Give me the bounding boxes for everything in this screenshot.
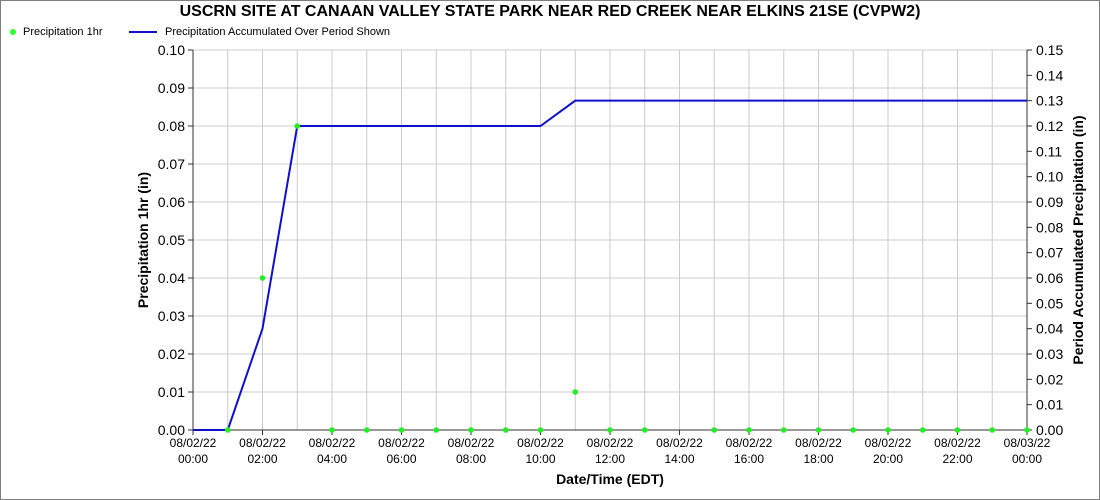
y-tick-label-right: 0.14 (1036, 67, 1063, 83)
y-tick-label-right: 0.11 (1036, 143, 1062, 159)
legend-label: Precipitation 1hr (23, 26, 103, 38)
precip-1hr-point (502, 427, 509, 433)
y-tick-label-right: 0.00 (1036, 422, 1063, 438)
legend-marker-dot-icon (10, 29, 16, 35)
x-tick-label-date: 08/02/22 (309, 436, 356, 450)
x-tick-label-time: 04:00 (317, 452, 347, 466)
x-tick-label-date: 08/02/22 (448, 436, 495, 450)
x-tick-label-time: 02:00 (247, 452, 277, 466)
precip-1hr-point (433, 427, 440, 433)
precip-1hr-point (607, 427, 613, 433)
precip-1hr-point (641, 427, 648, 433)
legend-label: Precipitation Accumulated Over Period Sh… (165, 26, 391, 38)
precip-1hr-point (224, 427, 231, 433)
x-tick-label-date: 08/02/22 (378, 436, 425, 450)
precip-1hr-point (537, 427, 544, 433)
x-tick-label-date: 08/02/22 (865, 436, 912, 450)
y-tick-label-right: 0.01 (1036, 397, 1063, 413)
y-tick-label-right: 0.08 (1036, 219, 1063, 235)
x-tick-label-time: 22:00 (942, 452, 972, 466)
x-tick-label-date: 08/02/22 (934, 436, 981, 450)
precip-1hr-point (1024, 427, 1030, 433)
y-tick-label-left: 0.07 (158, 156, 185, 172)
y-tick-label-left: 0.06 (158, 194, 185, 210)
y-tick-label-right: 0.12 (1036, 118, 1063, 134)
precip-1hr-point (294, 123, 301, 129)
x-tick-label-date: 08/02/22 (795, 436, 842, 450)
precip-1hr-point (780, 427, 787, 433)
x-tick-label-time: 12:00 (595, 452, 625, 466)
precip-1hr-point (815, 427, 822, 433)
precip-1hr-point (850, 427, 857, 433)
x-tick-label-time: 10:00 (525, 452, 555, 466)
x-tick-label-time: 20:00 (873, 452, 903, 466)
x-tick-label-time: 14:00 (664, 452, 694, 466)
x-tick-label-date: 08/02/22 (239, 436, 286, 450)
x-tick-label-time: 06:00 (386, 452, 416, 466)
x-tick-label-time: 16:00 (734, 452, 764, 466)
x-tick-label-time: 00:00 (1012, 452, 1042, 466)
x-axis-title: Date/Time (EDT) (556, 471, 664, 487)
y-tick-label-left: 0.01 (158, 384, 185, 400)
precip-1hr-point (468, 427, 474, 433)
x-tick-label-date: 08/02/22 (170, 436, 217, 450)
y-tick-label-right: 0.09 (1036, 194, 1063, 210)
precip-1hr-point (398, 427, 405, 433)
precip-1hr-point (954, 427, 961, 433)
x-tick-label-time: 18:00 (803, 452, 833, 466)
y-tick-label-right: 0.06 (1036, 270, 1063, 286)
y-axis-title-left: Precipitation 1hr (in) (135, 172, 151, 308)
legend-item-precip-1hr: Precipitation 1hr (10, 26, 103, 38)
precip-1hr-point (572, 389, 579, 395)
precip-1hr-point (711, 427, 718, 433)
y-tick-label-right: 0.04 (1036, 321, 1063, 337)
y-tick-label-left: 0.05 (158, 232, 185, 248)
precip-1hr-point (329, 427, 335, 433)
legend-marker-line-icon (129, 31, 157, 33)
x-tick-label-date: 08/03/22 (1004, 436, 1051, 450)
x-tick-label-date: 08/02/22 (726, 436, 773, 450)
x-tick-label-time: 08:00 (456, 452, 486, 466)
y-axis-title-right: Period Accumulated Precipitation (in) (1070, 115, 1086, 364)
y-tick-label-left: 0.03 (158, 308, 185, 324)
y-tick-label-right: 0.15 (1036, 42, 1063, 58)
x-tick-label-date: 08/02/22 (517, 436, 564, 450)
precip-1hr-point (746, 427, 752, 433)
legend-item-accumulated: Precipitation Accumulated Over Period Sh… (129, 26, 390, 38)
y-tick-label-right: 0.05 (1036, 295, 1063, 311)
y-tick-label-right: 0.13 (1036, 93, 1063, 109)
precip-1hr-point (259, 275, 266, 281)
precip-1hr-point (885, 427, 891, 433)
y-tick-label-left: 0.00 (158, 422, 185, 438)
y-tick-label-right: 0.07 (1036, 245, 1063, 261)
y-tick-label-left: 0.02 (158, 346, 185, 362)
precip-1hr-point (919, 427, 926, 433)
y-tick-label-left: 0.04 (158, 270, 185, 286)
y-tick-label-right: 0.10 (1036, 169, 1063, 185)
y-tick-label-right: 0.02 (1036, 371, 1063, 387)
chart-title: USCRN SITE AT CANAAN VALLEY STATE PARK N… (179, 3, 921, 20)
x-tick-label-date: 08/02/22 (656, 436, 703, 450)
precip-1hr-point (989, 427, 996, 433)
y-tick-label-left: 0.08 (158, 118, 185, 134)
y-tick-label-right: 0.03 (1036, 346, 1063, 362)
y-tick-label-left: 0.09 (158, 80, 185, 96)
precip-1hr-point (363, 427, 370, 433)
y-tick-label-left: 0.10 (158, 42, 185, 58)
x-tick-label-date: 08/02/22 (587, 436, 634, 450)
x-tick-label-time: 00:00 (178, 452, 208, 466)
